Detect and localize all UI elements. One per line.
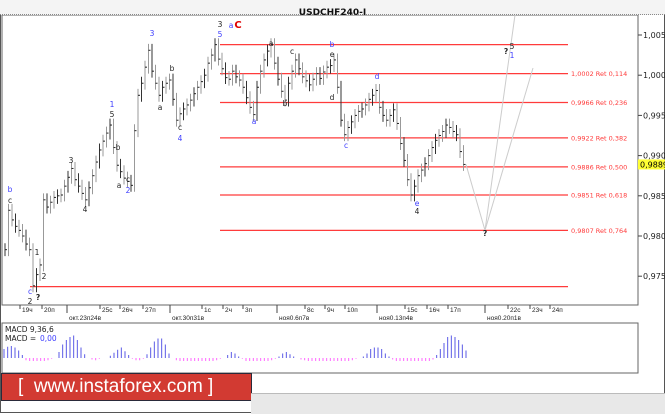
- wave-label: 3: [150, 29, 155, 38]
- wave-label: b: [283, 99, 288, 108]
- projection-path-alt: [484, 67, 534, 231]
- x-tick-label: 9ч: [327, 307, 334, 314]
- fib-level-label: 0,9807 Ret 0,764: [571, 227, 627, 235]
- wave-label: b: [8, 185, 13, 194]
- wave-label: c: [344, 141, 348, 150]
- x-tick-label: ноя0.20п1в: [487, 315, 522, 322]
- wave-label: 1: [110, 100, 115, 109]
- wave-label: 3: [218, 20, 223, 29]
- fib-level-label: 1,0002 Ret 0,114: [571, 70, 627, 78]
- macd-plot-frame: [1, 322, 639, 374]
- x-tick-label: 19ч: [22, 307, 33, 314]
- wave-label: a: [269, 39, 274, 48]
- x-tick-label: 16ч: [429, 307, 440, 314]
- wave-label: e: [330, 50, 335, 59]
- macd-value: 0,00: [40, 334, 57, 343]
- wave-label: b: [170, 64, 175, 73]
- wave-label: 3: [69, 156, 74, 165]
- fib-level-label: 0,9966 Ret 0,236: [571, 99, 627, 107]
- x-tick-label: 15с: [407, 307, 418, 314]
- fib-level-label: 0,9922 Ret 0,382: [571, 134, 627, 142]
- x-tick-label: 1с: [204, 307, 212, 314]
- wave-label: b: [116, 143, 121, 152]
- wave-label: 5: [110, 110, 115, 119]
- x-tick-label: 25с: [102, 307, 113, 314]
- wave-label: d: [330, 93, 335, 102]
- wave-label: 4: [415, 207, 420, 216]
- x-tick-label: 8с: [307, 307, 315, 314]
- y-tick-label: 1,0050: [643, 31, 665, 40]
- x-tick-label: ноя0.13п4в: [379, 315, 414, 322]
- y-tick-label: 0,9750: [643, 272, 665, 281]
- x-tick-label: окт.30п31в: [172, 315, 205, 322]
- current-price-box: [638, 159, 665, 170]
- macd-value-label: MACD =: [5, 334, 36, 343]
- wave-label: 4: [83, 205, 88, 214]
- wave-label: 1: [510, 51, 515, 60]
- wave-label: c: [126, 175, 130, 184]
- x-tick-label: 26ч: [122, 307, 133, 314]
- x-tick-label: 2ч: [225, 307, 232, 314]
- wave-label: 2: [28, 297, 33, 306]
- wave-label: ?: [504, 47, 508, 56]
- wave-label: C: [234, 20, 241, 31]
- x-tick-label: 22с: [510, 307, 521, 314]
- x-tick-label: 10п: [347, 307, 358, 314]
- wave-label: 4: [178, 134, 183, 143]
- wave-label: c: [290, 47, 294, 56]
- logo-text: [ www.instaforex.com ]: [18, 376, 214, 397]
- wave-label: c: [8, 196, 12, 205]
- bottom-strip: [251, 393, 665, 414]
- x-tick-label: 17п: [450, 307, 461, 314]
- fib-level-label: 0,9886 Ret 0,500: [571, 163, 627, 171]
- wave-label: 5: [510, 42, 515, 51]
- wave-label: a: [229, 21, 234, 30]
- wave-label: a: [158, 103, 163, 112]
- wave-label: 5: [218, 30, 223, 39]
- wave-label: a: [252, 117, 257, 126]
- wave-label: c: [178, 123, 182, 132]
- wave-label: ?: [483, 229, 487, 238]
- current-price-label: 0,9889: [640, 160, 665, 169]
- macd-label: MACD 9,36,6: [5, 325, 54, 334]
- x-tick-label: 24п: [552, 307, 563, 314]
- wave-label: 2: [126, 186, 131, 195]
- main-plot-frame: [1, 14, 639, 306]
- wave-label: c: [28, 287, 32, 296]
- fib-level-label: 0,9851 Ret 0,618: [571, 191, 627, 199]
- wave-label: e: [415, 199, 420, 208]
- x-tick-label: 3п: [245, 307, 253, 314]
- wave-label: d: [375, 72, 380, 81]
- x-tick-label: ноя0.6п7в: [279, 315, 310, 322]
- title-bar: USDCHF240-I: [0, 0, 665, 18]
- chart-title: USDCHF240-I: [298, 8, 367, 18]
- instaforex-logo[interactable]: [ www.instaforex.com ]: [1, 373, 252, 401]
- wave-label: b: [330, 40, 335, 49]
- x-tick-label: 23ч: [532, 307, 543, 314]
- wave-label: a: [117, 181, 122, 190]
- wave-label: ?: [36, 293, 40, 302]
- x-tick-label: 27п: [145, 307, 156, 314]
- x-tick-label: 20п: [44, 307, 55, 314]
- x-tick-label: окт.23п24в: [69, 315, 102, 322]
- wave-label: 1: [35, 248, 40, 257]
- wave-label: 2: [42, 272, 47, 281]
